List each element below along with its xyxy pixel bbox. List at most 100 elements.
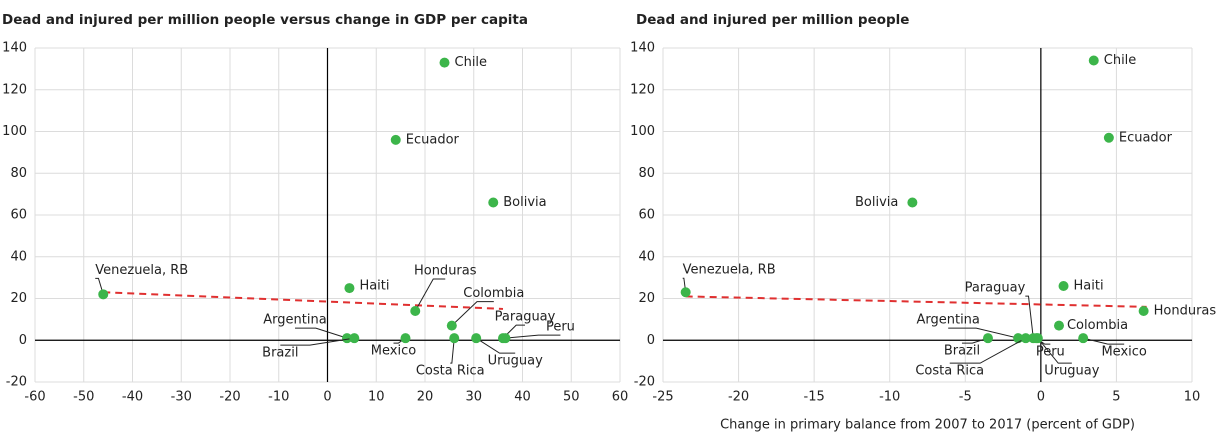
point [1053, 320, 1064, 331]
point [982, 333, 993, 344]
y-tick-label: 0 [647, 333, 655, 348]
trend-line [103, 291, 504, 310]
point [349, 333, 360, 344]
x-tick-label: -20 [728, 390, 749, 405]
x-tick-label: 60 [612, 390, 629, 405]
point [1078, 333, 1089, 344]
leader-line [948, 327, 1019, 339]
point-label: Brazil [262, 346, 298, 361]
point-label: Peru [1036, 345, 1065, 360]
x-tick-label: 30 [465, 390, 482, 405]
point-label: Costa Rica [915, 364, 984, 379]
point-label: Haiti [359, 279, 389, 294]
y-tick-label: 140 [630, 41, 655, 56]
x-tick-label: 40 [514, 390, 531, 405]
point [1032, 333, 1043, 344]
point-label: Honduras [1154, 304, 1217, 319]
leader-line [1083, 337, 1125, 345]
x-tick-label: -40 [122, 390, 143, 405]
point [1058, 280, 1069, 291]
point-label: Uruguay [1044, 364, 1100, 379]
y-tick-label: -20 [6, 375, 27, 390]
y-tick-label: 140 [2, 41, 27, 56]
y-tick-label: -20 [634, 375, 655, 390]
y-tick-label: 60 [10, 208, 27, 223]
point-label: Costa Rica [416, 364, 485, 379]
x-tick-label: 10 [368, 390, 385, 405]
point [439, 57, 450, 68]
x-tick-label: -10 [879, 390, 900, 405]
y-tick-label: 40 [10, 249, 27, 264]
leader-line [295, 327, 348, 339]
point [1103, 132, 1114, 143]
trend-line [685, 295, 1147, 308]
leader-line [95, 277, 104, 295]
y-tick-label: 0 [19, 333, 27, 348]
y-tick-label: 40 [638, 249, 655, 264]
x-tick-label: 20 [417, 390, 434, 405]
x-tick-label: -10 [268, 390, 289, 405]
point-label: Bolivia [503, 195, 546, 210]
point-label: Ecuador [406, 132, 460, 147]
point-label: Chile [455, 55, 488, 70]
point-label: Peru [546, 320, 575, 335]
point-label: Venezuela, RB [95, 263, 188, 278]
leader-line [949, 337, 1026, 364]
point-label: Argentina [916, 313, 979, 328]
x-axis-label: Change in primary balance from 2007 to 2… [720, 418, 1135, 433]
x-tick-label: -60 [24, 390, 45, 405]
point-label: Mexico [371, 344, 416, 359]
y-tick-label: 80 [10, 166, 27, 181]
point-label: Venezuela, RB [683, 263, 776, 278]
point-label: Mexico [1101, 345, 1146, 360]
x-tick-label: 0 [1037, 390, 1045, 405]
y-tick-label: 120 [630, 82, 655, 97]
leader-line [1037, 337, 1072, 364]
point-label: Paraguay [965, 281, 1026, 296]
y-tick-label: 100 [630, 124, 655, 139]
point [98, 289, 109, 300]
y-tick-label: 20 [638, 291, 655, 306]
leader-line [414, 278, 446, 312]
x-tick-label: -20 [219, 390, 240, 405]
point [449, 333, 460, 344]
leader-line [475, 337, 516, 354]
point [342, 333, 352, 344]
x-tick-label: -50 [73, 390, 94, 405]
point-label: Argentina [263, 313, 326, 328]
y-tick-label: 100 [2, 124, 27, 139]
point-label: Honduras [414, 264, 477, 279]
x-tick-label: -15 [804, 390, 825, 405]
x-tick-label: 5 [1112, 390, 1120, 405]
leader-line [451, 301, 494, 327]
x-tick-label: 10 [1184, 390, 1201, 405]
point-label: Brazil [944, 344, 980, 359]
point [390, 134, 401, 145]
point [410, 306, 421, 317]
leader-line [280, 337, 355, 346]
point [344, 283, 355, 294]
y-tick-label: 20 [10, 291, 27, 306]
point [471, 333, 482, 344]
point-label: Chile [1104, 53, 1137, 68]
point-label: Ecuador [1119, 130, 1173, 145]
chart-title: Dead and injured per million people [636, 12, 909, 28]
leader-line [505, 334, 561, 339]
point-label: Uruguay [488, 354, 544, 369]
point [446, 320, 457, 331]
point-label: Colombia [463, 286, 524, 301]
point [488, 197, 499, 208]
point-label: Bolivia [855, 195, 898, 210]
point [400, 333, 411, 344]
point [907, 197, 918, 208]
x-tick-label: -5 [959, 390, 972, 405]
x-tick-label: 0 [323, 390, 331, 405]
leader-line [450, 338, 455, 364]
x-tick-label: -25 [652, 390, 673, 405]
chart-title: Dead and injured per million people vers… [2, 12, 528, 28]
point [500, 333, 511, 344]
y-tick-label: 120 [2, 82, 27, 97]
x-tick-label: -30 [171, 390, 192, 405]
point [1088, 55, 1099, 66]
